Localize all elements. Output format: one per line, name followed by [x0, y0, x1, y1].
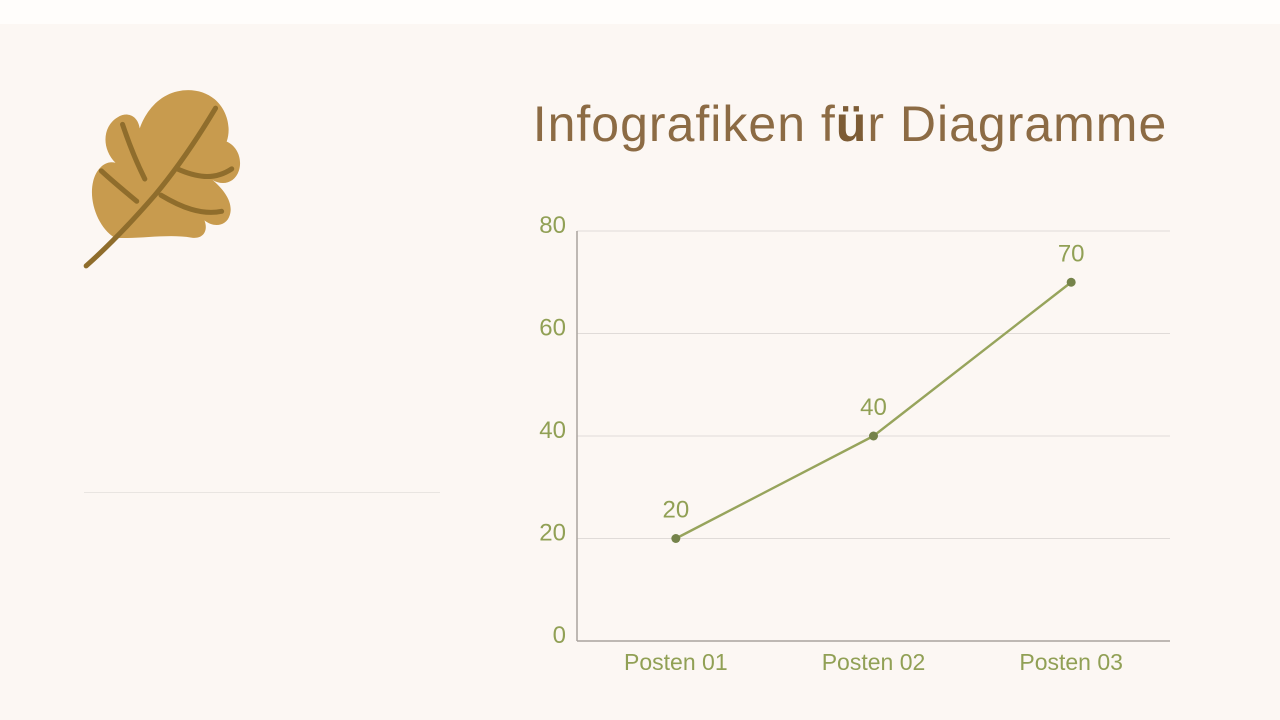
y-tick-label: 60 — [539, 315, 566, 342]
title-segment-1: Infografiken f — [532, 96, 836, 152]
page-title: Infografiken für Diagramme — [490, 99, 1210, 149]
title-segment-2: r Diagramme — [867, 96, 1168, 152]
leaf-veins — [83, 105, 235, 269]
y-tick-label: 40 — [539, 417, 566, 444]
data-point — [869, 431, 878, 441]
title-umlaut: ü — [835, 96, 868, 152]
data-label: 70 — [1058, 240, 1085, 267]
top-strip — [0, 0, 1280, 24]
x-tick-label: Posten 03 — [1019, 649, 1123, 675]
y-tick-label: 80 — [539, 212, 566, 239]
data-point — [671, 534, 681, 543]
y-tick-label: 20 — [539, 520, 566, 547]
x-tick-label: Posten 01 — [624, 649, 728, 675]
oak-leaf-icon — [83, 90, 241, 269]
data-label: 20 — [662, 497, 689, 524]
y-tick-label: 0 — [553, 622, 566, 649]
data-point — [1066, 277, 1076, 287]
x-tick-label: Posten 02 — [822, 649, 926, 675]
left-divider-line — [84, 492, 440, 493]
data-label: 40 — [860, 394, 887, 421]
